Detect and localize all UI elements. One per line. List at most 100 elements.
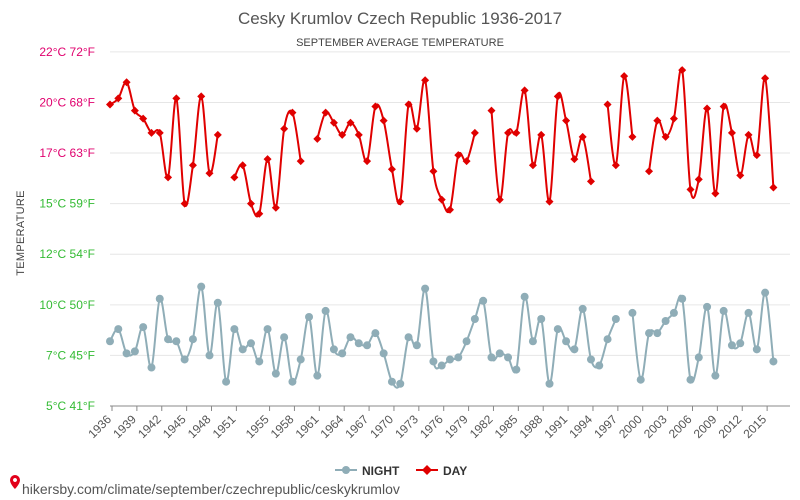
day-point (188, 161, 197, 170)
night-point (379, 349, 388, 358)
night-point (678, 294, 687, 303)
day-line (490, 89, 592, 203)
night-point (338, 349, 347, 358)
night-point (628, 308, 637, 317)
day-point (446, 205, 454, 214)
day-point (711, 189, 720, 198)
day-line (648, 67, 775, 199)
legend-item-night[interactable]: NIGHT (335, 464, 400, 478)
day-point (114, 94, 123, 103)
night-point (645, 329, 654, 338)
day-point (744, 130, 753, 139)
day-point (553, 92, 562, 101)
night-point (263, 325, 272, 334)
night-point (404, 333, 413, 342)
day-point (106, 100, 114, 109)
day-point (313, 134, 322, 143)
night-line (109, 285, 617, 389)
night-point (222, 377, 231, 386)
night-point (396, 379, 405, 388)
night-point (512, 365, 521, 374)
night-point (504, 353, 513, 362)
day-point (172, 94, 181, 103)
day-point (628, 132, 637, 141)
night-point (761, 288, 770, 297)
day-point (122, 78, 131, 87)
legend: NIGHT DAY (335, 464, 467, 478)
night-point (661, 317, 670, 326)
day-point (611, 161, 620, 170)
night-point (437, 361, 446, 370)
x-tick-label: 1979 (442, 412, 471, 441)
day-point (545, 197, 554, 206)
day-point (752, 151, 761, 160)
legend-item-day[interactable]: DAY (416, 464, 467, 478)
night-point (653, 329, 662, 338)
night-point (553, 325, 562, 334)
x-tick-label: 1951 (210, 412, 239, 441)
x-tick-label: 1939 (110, 412, 139, 441)
night-point (106, 337, 114, 346)
night-point (271, 369, 280, 378)
night-point (462, 337, 471, 346)
night-point (230, 325, 239, 334)
night-point (479, 296, 488, 305)
x-tick-label: 1997 (591, 412, 620, 441)
x-tick-label: 2003 (641, 412, 670, 441)
day-point (512, 128, 521, 137)
night-point (603, 335, 612, 344)
day-point (437, 195, 446, 204)
y-tick-label: 7°C 45°F (46, 348, 95, 362)
night-point (172, 337, 181, 346)
day-point (761, 74, 770, 83)
day-point (562, 116, 571, 125)
chart-subtitle: SEPTEMBER AVERAGE TEMPERATURE (296, 37, 504, 49)
night-point (305, 312, 314, 321)
night-point (246, 339, 255, 348)
night-point (595, 361, 604, 370)
day-point (363, 157, 372, 166)
night-point (578, 304, 587, 313)
x-tick-label: 1988 (517, 412, 546, 441)
day-point (238, 161, 247, 170)
day-point (346, 118, 355, 127)
day-point (487, 106, 496, 115)
x-tick-label: 1936 (85, 412, 114, 441)
day-point (586, 177, 595, 186)
day-point (678, 66, 687, 75)
night-point (421, 284, 430, 293)
day-point (653, 116, 662, 125)
night-point (495, 349, 504, 358)
source-footer[interactable]: hikersby.com/climate/september/czechrepu… (10, 475, 400, 497)
day-point (719, 102, 728, 111)
day-point (354, 130, 363, 139)
day-point (164, 173, 173, 182)
day-point (669, 114, 678, 123)
day-line (109, 81, 219, 207)
night-point (363, 341, 372, 350)
x-tick-label: 2006 (666, 412, 695, 441)
y-axis-label: TEMPERATURE (15, 190, 27, 276)
x-tick-label: 1961 (293, 412, 322, 441)
night-point (454, 353, 463, 362)
day-point (421, 76, 430, 85)
x-tick-label: 2015 (740, 412, 769, 441)
source-link[interactable]: hikersby.com/climate/september/czechrepu… (22, 481, 400, 497)
night-line (631, 291, 775, 384)
day-point (404, 100, 413, 109)
location-pin-icon (10, 475, 20, 489)
day-point (288, 108, 297, 117)
day-series (106, 66, 778, 218)
night-series (106, 282, 778, 389)
night-point (130, 347, 139, 356)
day-point (139, 114, 148, 123)
night-point (412, 341, 421, 350)
y-tick-labels: 5°C 41°F 7°C 45°F 10°C 50°F 12°C 54°F 15°C 5… (39, 45, 95, 413)
legend-night-label: NIGHT (362, 464, 400, 478)
day-point (271, 203, 280, 212)
y-tick-label: 17°C 63°F (39, 146, 95, 160)
night-point (387, 377, 396, 386)
night-point (238, 345, 247, 354)
